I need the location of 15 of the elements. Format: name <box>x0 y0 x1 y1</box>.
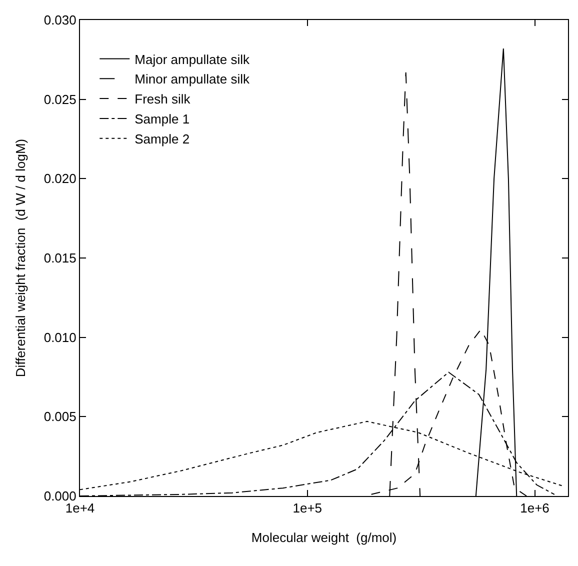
x-tick-label: 1e+5 <box>292 500 322 516</box>
y-tick-label: 0.005 <box>44 409 76 424</box>
x-tick-label: 1e+6 <box>520 500 550 516</box>
x-axis-title: Molecular weight (g/mol) <box>251 530 397 546</box>
y-tick-label: 0.015 <box>44 250 76 266</box>
legend-label: Fresh silk <box>134 92 191 107</box>
y-tick-label: 0.020 <box>44 171 76 186</box>
legend-label: Sample 2 <box>134 131 190 146</box>
legend-label: Major ampullate silk <box>134 52 250 67</box>
y-tick-label: 0.025 <box>44 92 76 107</box>
y-tick-label: 0.010 <box>44 330 76 345</box>
legend-label: Sample 1 <box>134 112 190 127</box>
legend-label: Minor ampullate silk <box>134 72 250 87</box>
y-tick-label: 0.030 <box>44 12 76 28</box>
y-axis-title: Differential weight fraction (d W / d logM) <box>12 138 28 378</box>
